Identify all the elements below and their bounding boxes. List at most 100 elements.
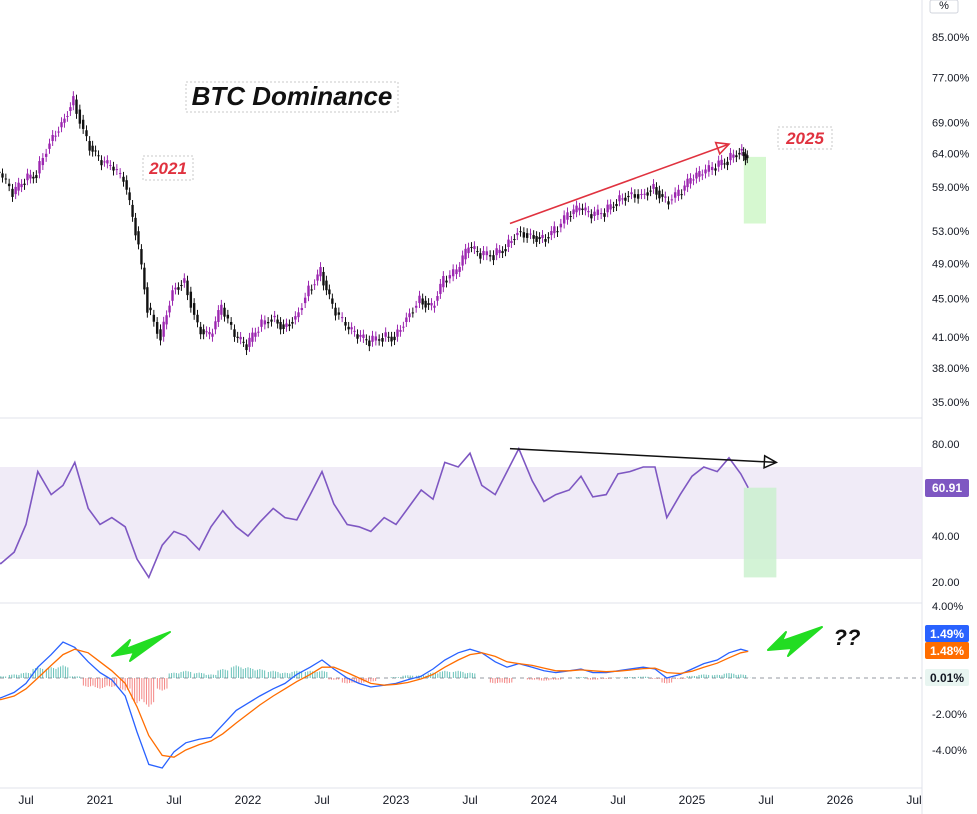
candle-body [390,336,393,342]
candle-body [476,251,479,253]
candle-body [159,329,162,341]
candle-body [720,159,723,166]
candle-body [714,168,717,171]
price-tick-label: 35.00% [932,397,970,409]
candle-body [41,158,45,166]
candle-body [374,336,378,341]
candle-body [492,255,495,261]
candle-body [248,337,251,347]
candle-body [532,235,535,239]
candle-body [603,213,606,217]
candle-body [381,338,384,342]
histogram-value-badge [925,669,969,686]
candle-body [418,295,421,304]
candle-body [738,152,741,155]
candle-body [744,153,747,161]
candle-body [251,332,254,342]
time-axis-ticks: Jul 2021 Jul 2022 Jul 2023 Jul 2024 Jul 2025 Jul 20… [18,793,921,807]
candle-body [20,184,23,188]
candle-body [254,332,257,337]
candle-body [266,321,270,324]
candle-body [211,333,214,337]
candle-body [233,329,236,337]
candle-body [310,289,313,291]
candle-body [723,163,726,165]
candle-body [377,339,381,341]
candle-body [430,303,433,306]
candle-body [263,320,267,325]
candle-body [1,173,4,178]
candle-body [282,324,285,330]
candle-body [0,171,1,174]
rsi-tick-label: 20.00 [932,577,960,589]
annotation-2025-box [777,126,833,150]
candle-body [399,330,402,332]
rsi-tick-label: 40.00 [932,531,960,543]
candle-body [122,176,125,182]
candle-body [229,321,233,325]
candle-body [340,317,344,319]
candle-body [735,155,738,158]
time-tick-label: Jul [906,793,921,807]
candle-body [661,194,664,197]
candle-body [547,237,550,239]
candle-body [202,329,205,335]
candle-body [257,331,260,333]
candle-body [596,209,600,216]
candle-body [630,192,633,195]
candle-body [562,215,566,224]
candle-body [581,208,584,210]
candle-body [260,319,263,327]
candle-body [155,321,159,334]
candle-body [297,312,300,318]
candle-body [313,284,316,286]
candle-body [538,237,541,240]
candle-body [118,173,122,175]
macd-value-badge [925,625,969,642]
candle-body [128,192,131,201]
candle-body [353,330,356,332]
candle-body [612,206,615,208]
candle-body [303,297,307,304]
candle-body [11,188,14,197]
candle-body [359,334,362,337]
candle-body [683,185,686,191]
candle-body [578,207,581,211]
candle-body [624,197,627,201]
candle-body [112,166,115,171]
candle-body [51,134,54,142]
candle-body [242,341,245,343]
candle-body [325,280,328,291]
macd-tick-label: 4.00% [932,601,963,613]
candle-body [294,316,297,320]
candle-body [473,246,476,250]
candle-body [670,199,674,201]
price-tick-label: 49.00% [932,258,970,270]
candle-body [495,248,498,256]
price-candles [0,91,749,356]
candle-body [365,339,368,341]
time-tick-label: Jul [462,793,477,807]
price-tick-label: 45.00% [932,293,970,305]
candle-body [740,149,743,151]
candle-body [152,314,156,322]
candle-body [270,319,273,322]
candle-body [393,336,396,341]
candle-body [180,285,183,287]
time-tick-label: 2024 [531,793,558,807]
axis-unit-box[interactable] [929,0,959,14]
candle-body [217,310,220,322]
candle-body [525,233,529,238]
time-tick-label: 2023 [383,793,410,807]
candle-body [347,326,350,330]
rsi-band [0,467,922,559]
rsi-value-text: 60.91 [932,481,962,495]
rsi-trendline [509,447,777,464]
candle-body [236,336,239,338]
candle-body [556,231,559,233]
time-tick-label: Jul [610,793,625,807]
candle-body [652,183,655,189]
candle-body [504,249,507,252]
price-trendline-arrowhead [714,141,731,156]
